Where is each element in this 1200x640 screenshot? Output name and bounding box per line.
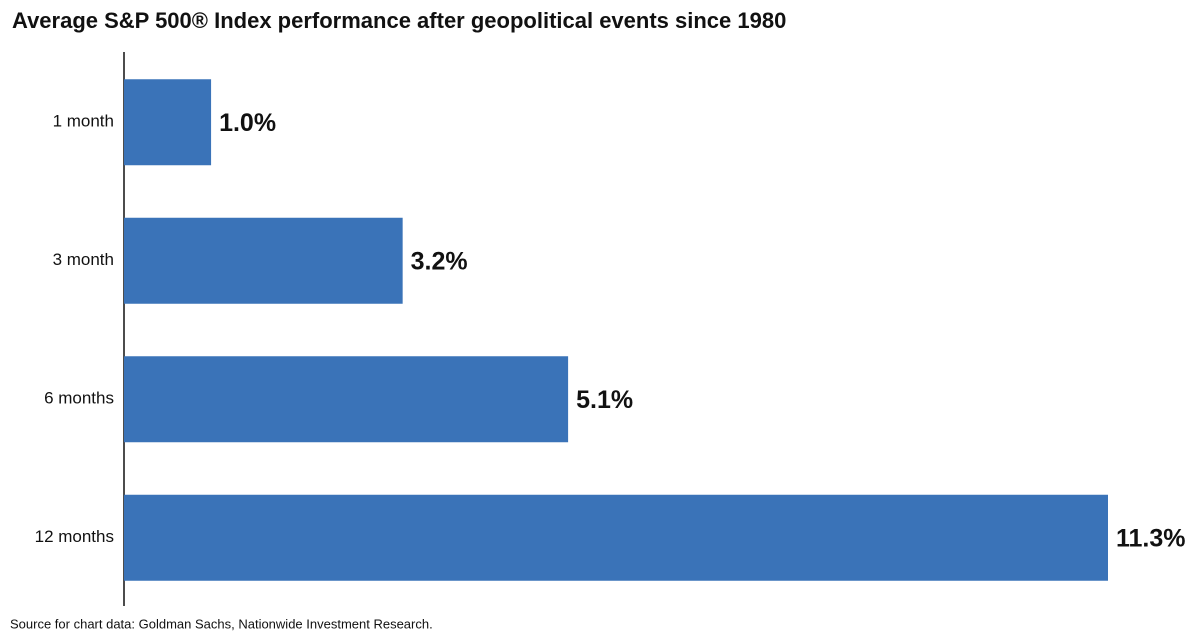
bar — [124, 494, 1108, 581]
data-label: 5.1% — [576, 386, 633, 414]
data-label: 1.0% — [219, 109, 276, 137]
bar — [124, 79, 212, 166]
source-note: Source for chart data: Goldman Sachs, Na… — [10, 616, 433, 631]
chart-title: Average S&P 500® Index performance after… — [12, 8, 786, 33]
data-label: 3.2% — [411, 247, 468, 275]
y-tick-label: 1 month — [53, 112, 114, 131]
bar — [124, 356, 569, 443]
y-tick-label: 6 months — [44, 389, 114, 408]
y-tick-label: 12 months — [35, 527, 114, 546]
data-label: 11.3% — [1116, 524, 1186, 552]
bar — [124, 217, 403, 304]
y-tick-label: 3 month — [53, 250, 114, 269]
